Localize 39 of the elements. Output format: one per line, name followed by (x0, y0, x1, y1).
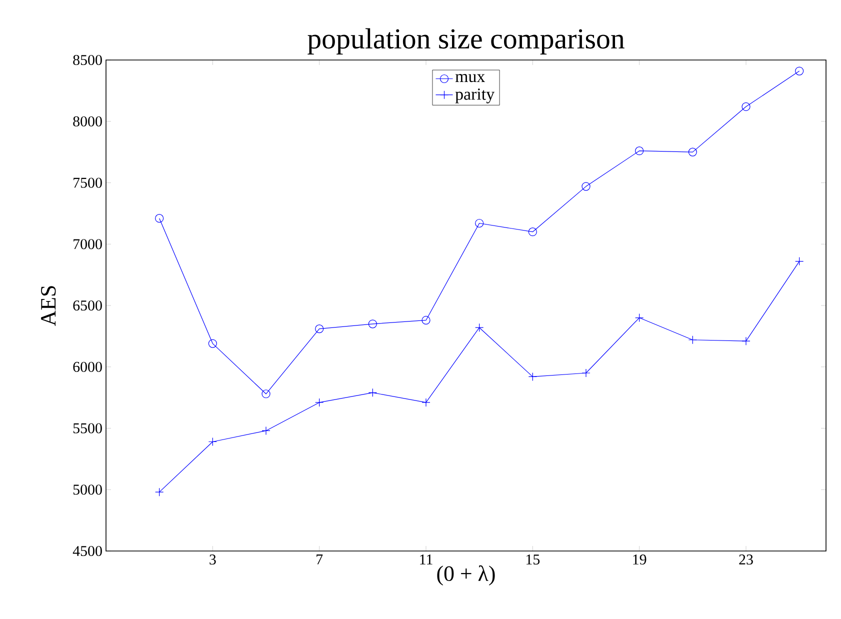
point (582, 182, 590, 191)
x-tick-label: 19 (633, 554, 646, 565)
y-axis-title: AES (41, 286, 56, 326)
y-tick-label: 4500 (72, 546, 102, 556)
point (528, 372, 537, 381)
x-tick-label: 7 (316, 554, 323, 564)
point (208, 339, 217, 348)
y-tick-label: 6000 (73, 362, 102, 372)
point (368, 320, 377, 328)
legend-label: mux (455, 74, 485, 82)
y-tick-label: 8000 (73, 116, 102, 126)
point (155, 214, 164, 223)
point (528, 228, 537, 236)
x-tick-label: 3 (210, 554, 216, 565)
y-tick-label: 7000 (74, 239, 102, 250)
point (688, 148, 697, 156)
point (635, 313, 644, 322)
point (475, 218, 484, 228)
point (688, 336, 697, 344)
y-tick-label: 8500 (73, 54, 102, 66)
point (795, 66, 804, 76)
point (262, 390, 270, 398)
point (742, 102, 750, 111)
legend-label: parity (455, 88, 495, 104)
x-tick-label: 15 (526, 554, 540, 565)
y-tick-label: 5000 (73, 484, 102, 495)
x-tick-label: 11 (420, 554, 432, 564)
point (155, 488, 164, 496)
point (795, 257, 804, 266)
x-axis-title: (0 + λ) (437, 565, 495, 586)
y-tick-label: 7500 (74, 178, 102, 188)
point (475, 323, 484, 332)
point (635, 146, 644, 156)
x-tick-label: 23 (739, 554, 753, 565)
point (315, 324, 324, 334)
chart-title: population size comparison (308, 28, 624, 54)
y-tick-label: 6500 (73, 300, 102, 311)
y-tick-label: 5500 (73, 423, 102, 434)
point (422, 316, 430, 325)
